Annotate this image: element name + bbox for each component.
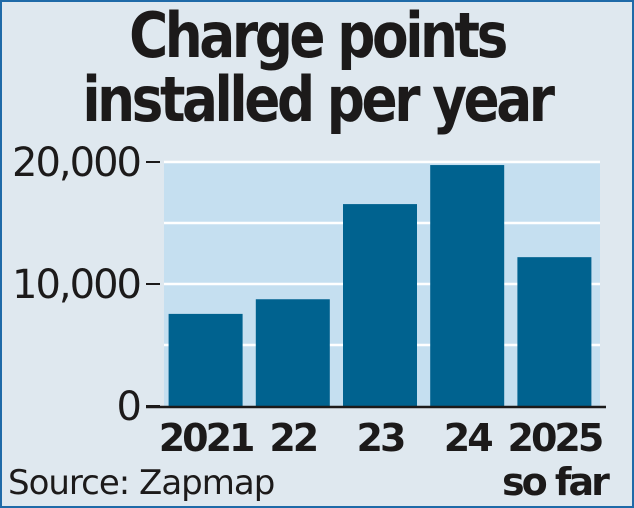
x-tick-sublabel: so far — [502, 460, 610, 504]
bar-23 — [343, 204, 417, 406]
x-tick-label: 2025 — [508, 416, 602, 460]
chart-title: Charge points installed per year — [46, 4, 588, 132]
bar-24 — [430, 165, 505, 406]
y-axis-ticks: 0 10,000 20,000 — [12, 140, 160, 430]
x-tick-label: 2021 — [159, 416, 253, 460]
x-tick-label: 24 — [444, 416, 492, 460]
y-tick-label: 10,000 — [12, 262, 140, 308]
bar-2025 — [517, 257, 592, 406]
bar-2021 — [168, 313, 243, 406]
y-tick-label: 20,000 — [12, 140, 140, 186]
x-tick-label: 23 — [357, 416, 404, 460]
x-tick-label: 22 — [269, 416, 316, 460]
chart-title-line-2: installed per year — [82, 63, 555, 136]
bars — [168, 165, 592, 406]
bar-22 — [255, 299, 330, 406]
source-note: Source: Zapmap — [8, 463, 274, 503]
y-tick-label: 0 — [117, 384, 140, 430]
chart-title-line-1: Charge points — [129, 0, 508, 72]
